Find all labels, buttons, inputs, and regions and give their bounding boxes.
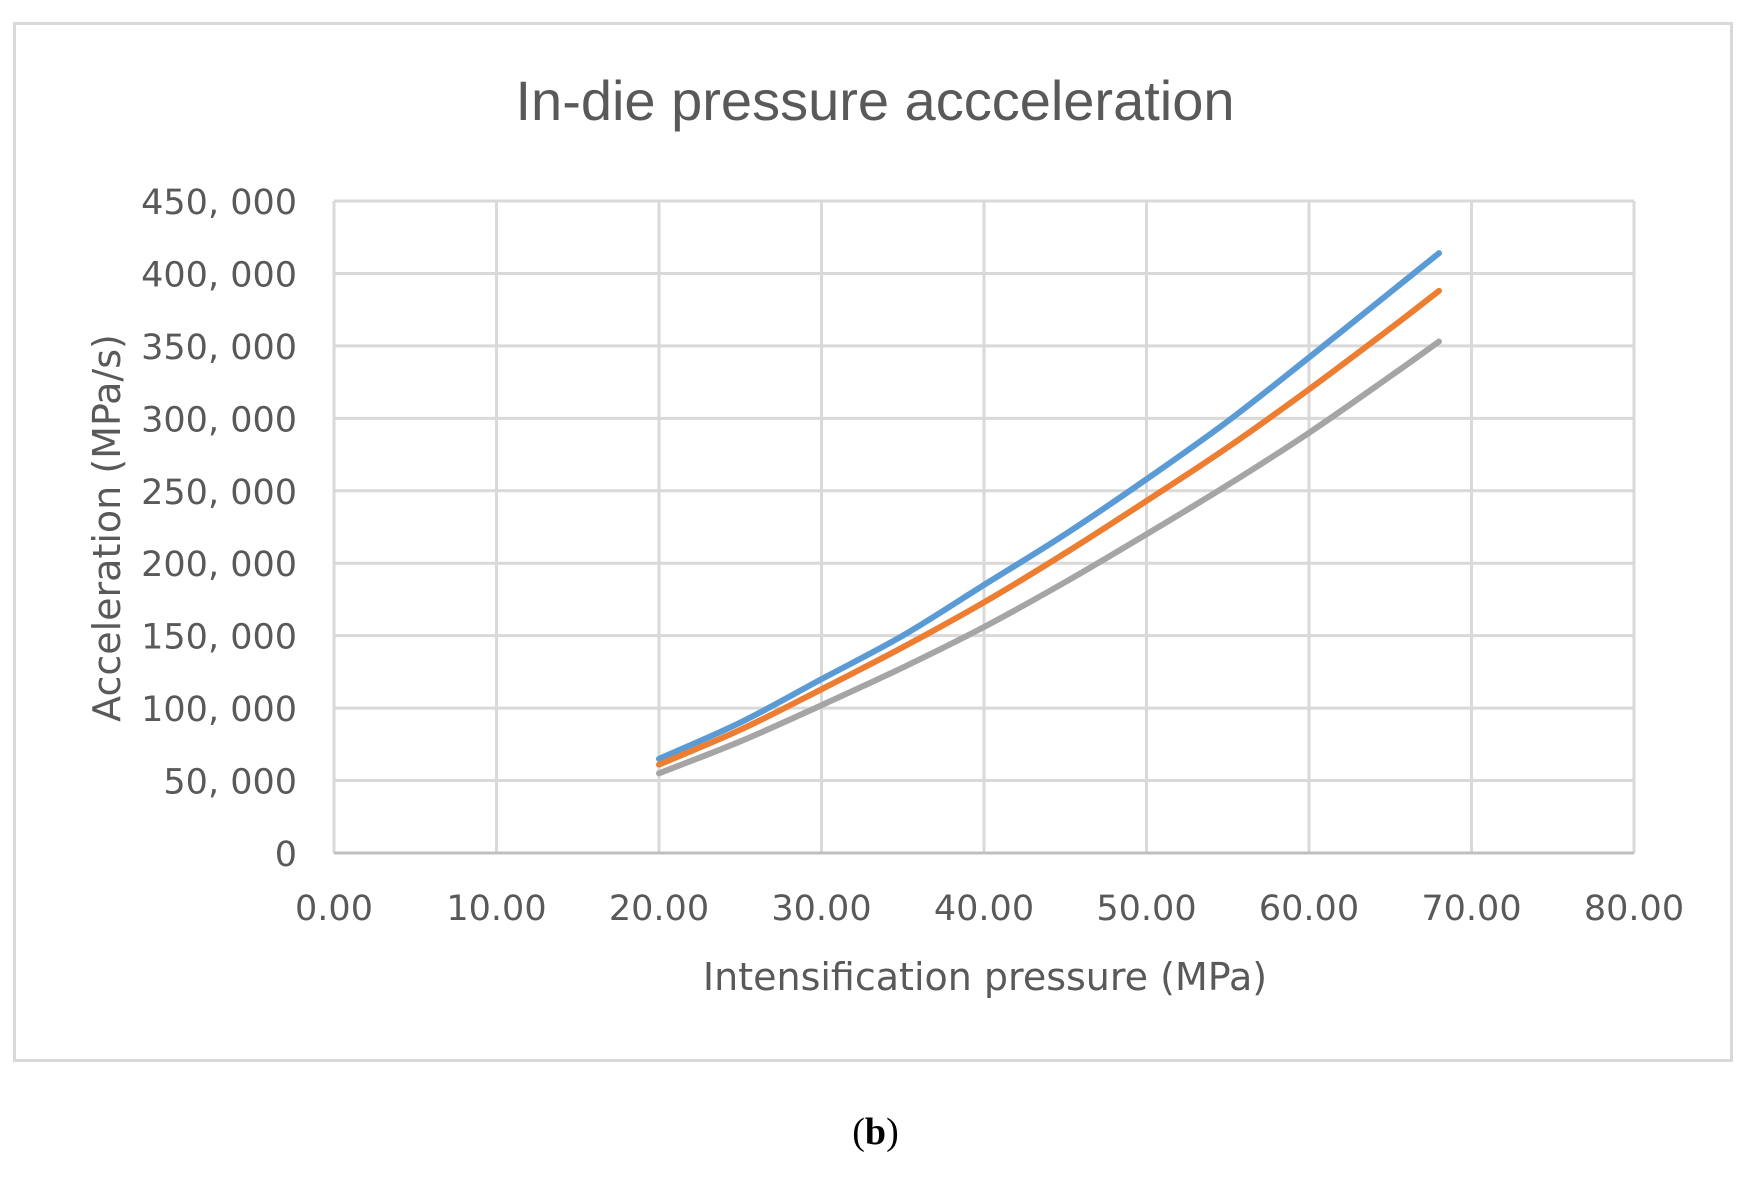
y-tick-label: 0	[275, 835, 297, 875]
x-tick-label: 80.00	[1584, 889, 1684, 929]
x-tick-label: 50.00	[1096, 889, 1196, 929]
x-tick-label: 40.00	[934, 889, 1034, 929]
chart-frame	[13, 22, 1733, 1062]
x-tick-label: 70.00	[1421, 889, 1521, 929]
x-tick-label: 0.00	[295, 889, 373, 929]
y-tick-label: 250, 000	[141, 473, 297, 513]
series-line-3	[656, 338, 1442, 777]
figure-caption: (b)	[0, 1110, 1751, 1154]
y-tick-label: 50, 000	[163, 763, 297, 803]
chart-title: In-die pressure accceleration	[515, 69, 1234, 132]
caption-close: )	[886, 1111, 899, 1153]
line-chart: In-die pressure accceleration 0 50, 000 10…	[85, 69, 1684, 999]
y-tick-label: 100, 000	[141, 690, 297, 730]
caption-open: (	[852, 1111, 865, 1153]
axes	[332, 201, 1634, 855]
series-line-2	[656, 287, 1442, 768]
caption-letter: b	[864, 1111, 887, 1153]
y-axis-label: Acceleration (MPa/s)	[85, 334, 129, 722]
series-lines	[656, 250, 1442, 777]
y-tick-label: 150, 000	[141, 618, 297, 658]
x-tick-label: 60.00	[1259, 889, 1359, 929]
y-tick-label: 350, 000	[141, 328, 297, 368]
x-axis-label: Intensification pressure (MPa)	[703, 955, 1267, 999]
y-tick-label: 450, 000	[141, 183, 297, 223]
x-tick-label: 20.00	[609, 889, 709, 929]
x-tick-label: 30.00	[771, 889, 871, 929]
y-tick-label: 400, 000	[141, 255, 297, 295]
tick-labels: 0 50, 000 100, 000 150, 000 200, 000 250, 000…	[141, 183, 1684, 929]
gridlines	[334, 199, 1636, 853]
x-tick-label: 10.00	[446, 889, 546, 929]
y-tick-label: 300, 000	[141, 400, 297, 440]
y-tick-label: 200, 000	[141, 545, 297, 585]
series-line-1	[656, 250, 1442, 762]
